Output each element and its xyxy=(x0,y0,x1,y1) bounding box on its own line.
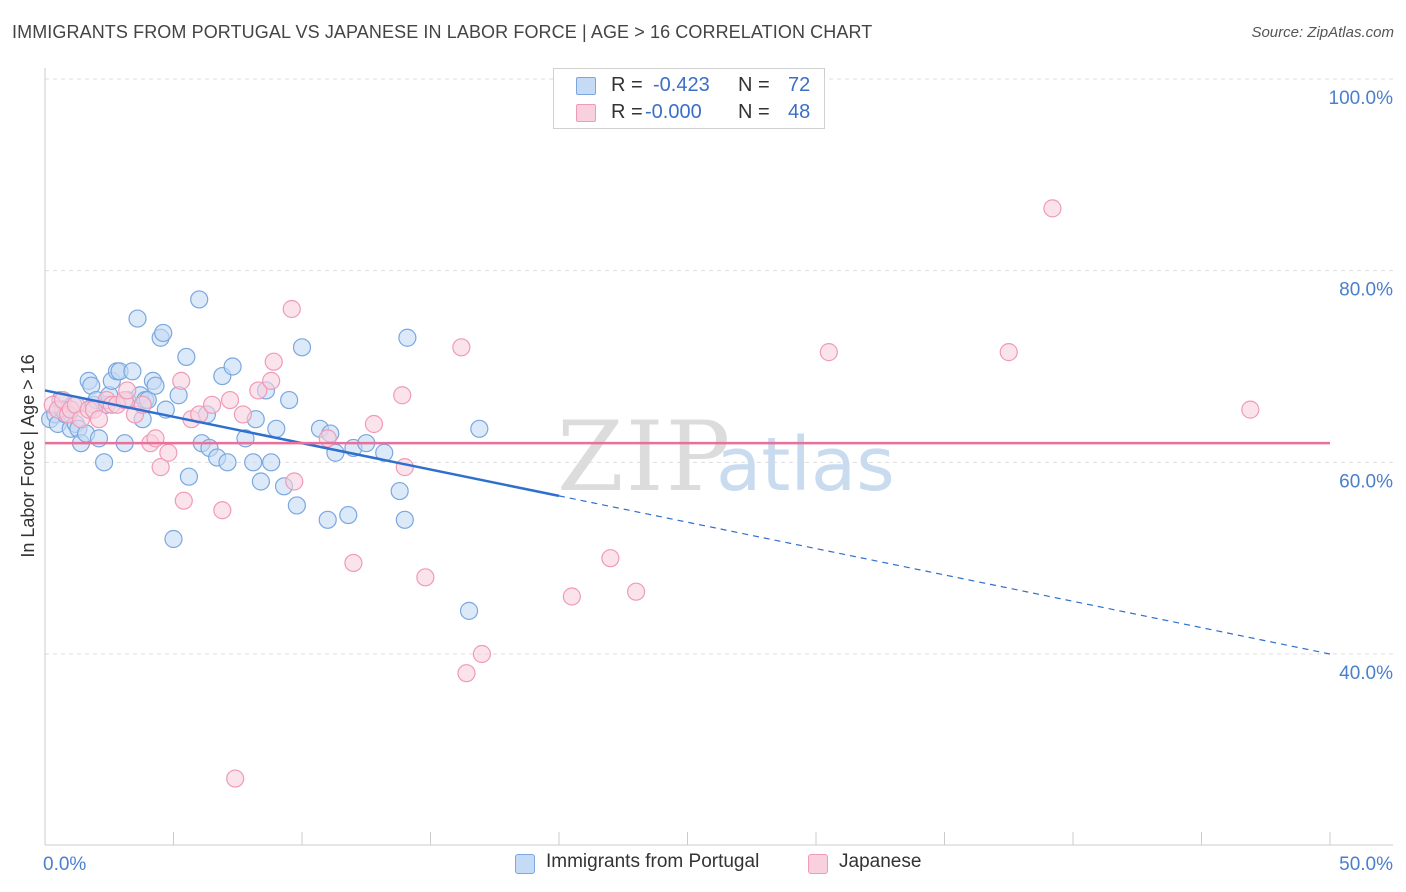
point-japanese-49 xyxy=(1043,199,1062,218)
watermark-atlas: atlas xyxy=(716,422,895,508)
point-portugal-70 xyxy=(459,601,479,620)
point-japanese-29 xyxy=(233,405,252,424)
y-tick-label-40: 40.0% xyxy=(1339,663,1393,684)
y-tick-label-80: 80.0% xyxy=(1339,280,1393,301)
point-japanese-26 xyxy=(213,501,232,520)
point-portugal-57 xyxy=(287,496,306,515)
point-portugal-51 xyxy=(251,472,270,491)
bottom-legend-label-japanese: Japanese xyxy=(839,851,922,872)
point-portugal-32 xyxy=(146,376,165,395)
bottom-legend-swatch-portugal xyxy=(515,854,535,874)
point-japanese-42 xyxy=(457,664,476,683)
point-japanese-39 xyxy=(395,458,414,477)
x-tick-label-min: 0.0% xyxy=(43,854,86,875)
point-japanese-48 xyxy=(999,343,1018,362)
legend-n-label-japanese: N = xyxy=(738,101,770,123)
point-portugal-60 xyxy=(318,510,337,529)
point-japanese-28 xyxy=(226,769,245,788)
legend-n-label-portugal: N = xyxy=(738,74,770,96)
legend-r-label-japanese: R = xyxy=(611,101,643,123)
point-portugal-49 xyxy=(244,453,263,472)
point-portugal-39 xyxy=(179,467,199,486)
point-portugal-69 xyxy=(398,328,417,347)
point-portugal-67 xyxy=(390,481,409,501)
point-portugal-38 xyxy=(177,347,196,367)
axes xyxy=(44,68,1393,846)
point-japanese-37 xyxy=(364,414,384,434)
point-japanese-34 xyxy=(285,472,304,491)
point-japanese-25 xyxy=(202,395,222,414)
point-portugal-25 xyxy=(123,362,142,381)
point-japanese-31 xyxy=(262,371,281,390)
point-japanese-9 xyxy=(89,410,109,429)
point-portugal-47 xyxy=(223,357,242,376)
legend-swatch-japanese xyxy=(576,104,596,122)
y-axis-title: In Labor Force | Age > 16 xyxy=(18,354,38,557)
legend-swatch-portugal xyxy=(576,77,596,95)
watermark: ZIP atlas xyxy=(557,401,895,513)
point-japanese-30 xyxy=(249,381,268,400)
point-portugal-26 xyxy=(128,309,147,328)
legend-r-label-portugal: R = xyxy=(611,74,643,96)
point-japanese-43 xyxy=(472,644,491,664)
point-japanese-44 xyxy=(562,587,581,606)
point-portugal-68 xyxy=(395,510,414,529)
point-japanese-41 xyxy=(452,338,471,357)
point-japanese-40 xyxy=(416,568,435,587)
point-japanese-22 xyxy=(174,491,193,510)
point-japanese-50 xyxy=(1241,400,1260,419)
x-tick-label-max: 50.0% xyxy=(1339,854,1393,875)
point-portugal-63 xyxy=(339,505,358,525)
point-japanese-47 xyxy=(819,343,838,362)
point-japanese-27 xyxy=(220,390,240,410)
point-japanese-14 xyxy=(118,381,137,400)
chart-title: IMMIGRANTS FROM PORTUGAL VS JAPANESE IN … xyxy=(12,22,873,42)
point-portugal-36 xyxy=(164,529,183,549)
point-japanese-19 xyxy=(151,458,170,477)
point-portugal-54 xyxy=(267,419,286,438)
point-japanese-38 xyxy=(393,386,412,405)
bottom-legend-label-portugal: Immigrants from Portugal xyxy=(546,851,760,872)
trend-line-portugal-dashed xyxy=(558,495,1331,655)
point-japanese-46 xyxy=(626,582,646,601)
legend-r-value-japanese: -0.000 xyxy=(645,101,702,123)
y-tick-label-60: 60.0% xyxy=(1339,471,1393,492)
chart-source: Source: ZipAtlas.com xyxy=(1251,24,1394,41)
point-portugal-58 xyxy=(292,338,312,357)
legend: R = -0.423 N = 72 R = -0.000 N = 48 xyxy=(553,68,825,129)
axis-labels: 40.0% 60.0% 80.0% 100.0% 0.0% 50.0% In Labor F… xyxy=(18,88,1393,875)
data-points xyxy=(41,199,1260,788)
point-portugal-46 xyxy=(218,453,237,472)
point-japanese-20 xyxy=(159,443,178,462)
point-japanese-21 xyxy=(172,371,191,390)
point-portugal-17 xyxy=(95,453,114,472)
point-portugal-34 xyxy=(154,323,173,343)
trend-lines xyxy=(44,389,1331,655)
legend-r-value-portugal: -0.423 xyxy=(653,74,710,96)
point-japanese-33 xyxy=(282,299,301,319)
watermark-zip: ZIP xyxy=(557,401,732,513)
bottom-legend-swatch-japanese xyxy=(808,854,828,874)
point-japanese-32 xyxy=(264,352,283,371)
point-japanese-45 xyxy=(601,549,620,568)
point-portugal-40 xyxy=(190,290,209,309)
point-portugal-56 xyxy=(280,390,299,410)
point-japanese-36 xyxy=(344,553,363,573)
point-portugal-71 xyxy=(470,419,489,438)
legend-n-value-portugal: 72 xyxy=(788,74,811,96)
gridlines xyxy=(45,78,1393,655)
point-portugal-53 xyxy=(262,453,281,472)
legend-n-value-japanese: 48 xyxy=(788,101,811,123)
y-tick-label-100: 100.0% xyxy=(1329,88,1394,109)
